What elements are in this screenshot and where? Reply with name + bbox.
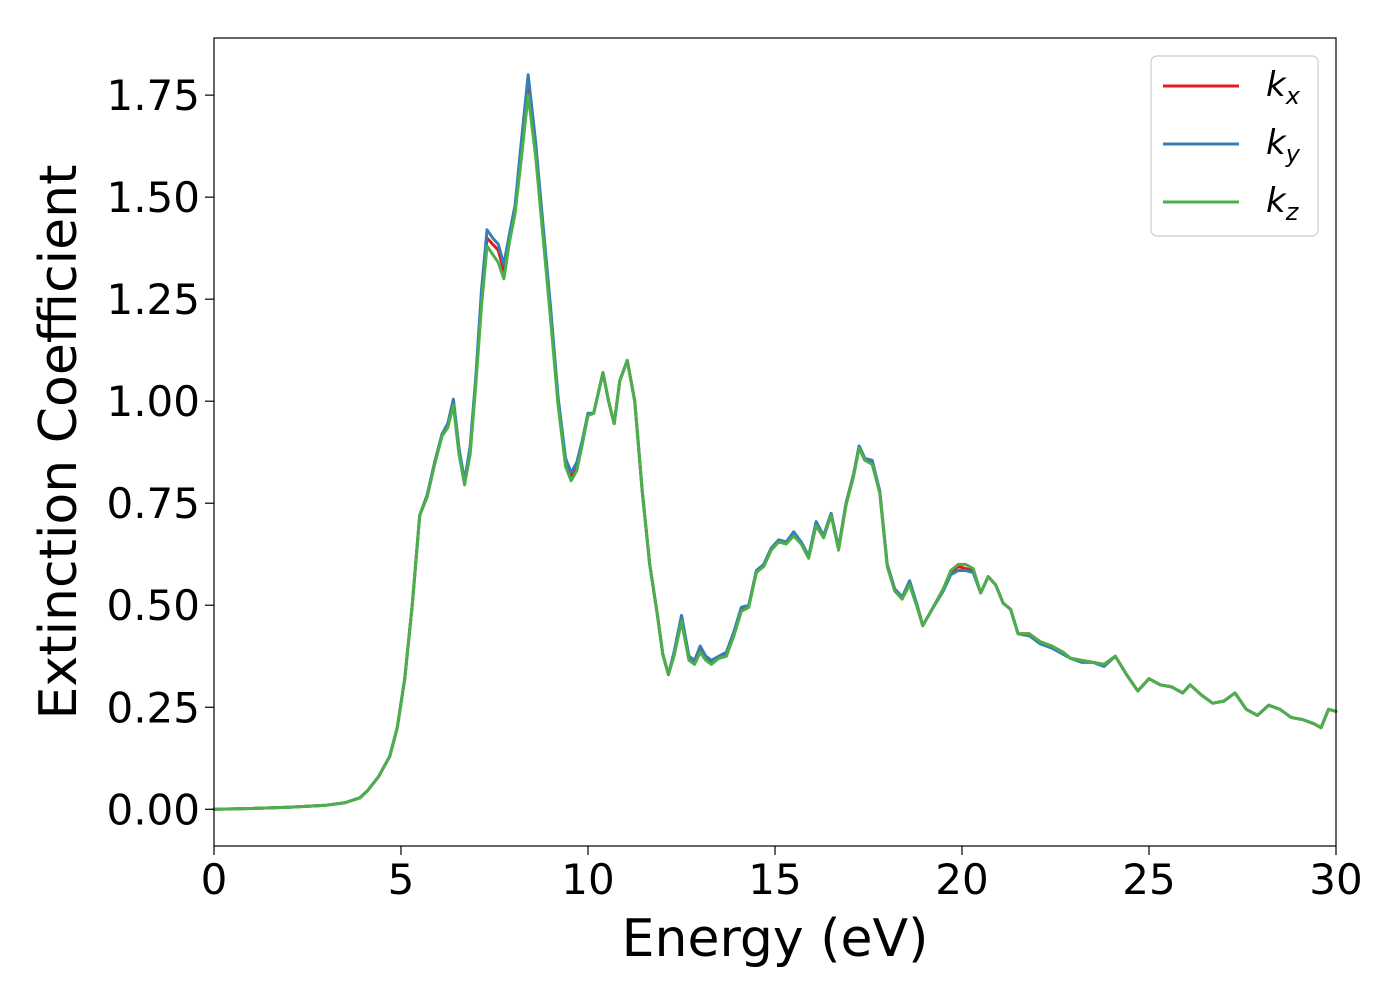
x-tick-label: 5 [388, 855, 415, 904]
x-tick-label: 25 [1122, 855, 1175, 904]
y-tick-label: 1.50 [106, 173, 200, 222]
x-tick-label: 0 [201, 855, 228, 904]
x-axis: 0 5 10 15 20 25 30 [201, 846, 1363, 904]
y-tick-label: 1.25 [106, 275, 200, 324]
legend-label-k-y: ky [1266, 123, 1301, 168]
x-tick-label: 15 [748, 855, 801, 904]
x-tick-label: 20 [935, 855, 988, 904]
y-axis-title: Extinction Coefficient [29, 165, 89, 720]
y-tick-label: 0.50 [106, 581, 200, 630]
y-tick-label: 1.00 [106, 377, 200, 426]
x-axis-title: Energy (eV) [622, 909, 929, 969]
y-tick-label: 0.75 [106, 479, 200, 528]
x-tick-label: 10 [561, 855, 614, 904]
series-line-k-z [212, 93, 1338, 811]
legend-entries: kx ky kz [1163, 65, 1301, 226]
y-tick-label: 0.25 [106, 683, 200, 732]
x-tick-label: 30 [1309, 855, 1362, 904]
y-tick-label: 1.75 [106, 71, 200, 120]
legend-label-k-z: kz [1266, 181, 1300, 226]
series-layer [212, 73, 1338, 811]
legend-label-k-x: kx [1266, 65, 1301, 110]
y-tick-label: 0.00 [106, 785, 200, 834]
y-axis: 0.00 0.25 0.50 0.75 1.00 1.25 1.50 1.75 [106, 71, 214, 834]
legend: kx ky kz [1150, 55, 1319, 237]
legend-box [1150, 55, 1319, 237]
